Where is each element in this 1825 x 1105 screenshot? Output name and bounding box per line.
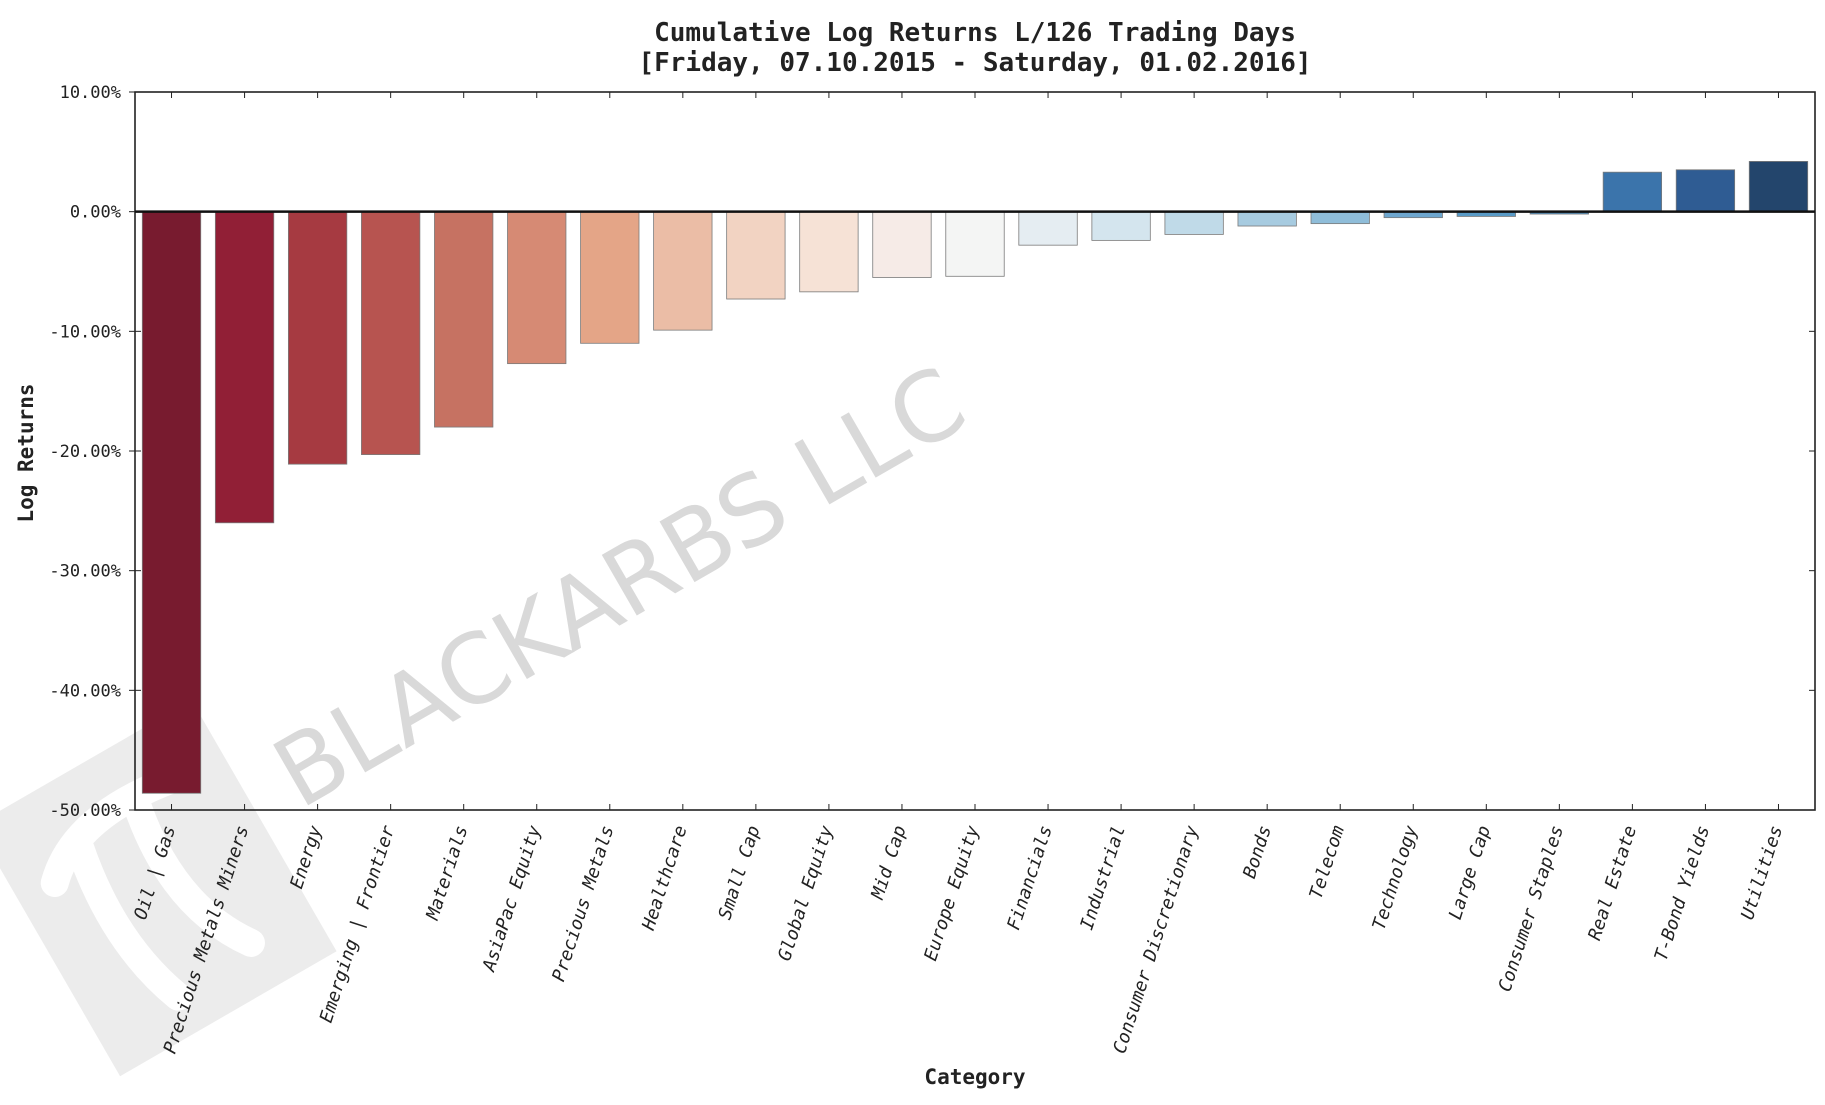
bar [361,211,421,455]
bar [214,211,275,524]
bar [580,211,640,344]
x-tick-label: Telecom [1306,823,1349,902]
bar [872,211,932,278]
x-tick-label: Consumer Staples [1495,823,1569,994]
pi-logo-icon [0,700,337,1077]
y-tick-label: -40.00% [49,681,121,701]
x-tick-label: Mid Cap [867,823,911,903]
bar [1748,161,1809,213]
y-tick-label: -50.00% [49,801,121,821]
chart-subtitle: [Friday, 07.10.2015 - Saturday, 01.02.20… [638,48,1311,78]
x-tick-label: AsiaPac Equity [478,823,545,975]
x-tick-label: Large Cap [1445,823,1495,922]
y-tick-label: -20.00% [49,442,121,462]
bar [1675,169,1736,213]
x-tick-label: Energy [286,823,326,891]
x-tick-label: Technology [1369,823,1423,933]
bar [726,211,786,300]
x-tick-label: Consumer Discretionary [1109,823,1203,1056]
bar [1164,211,1224,235]
x-tick-label: Europe Equity [920,823,984,964]
x-tick-label: Materials [422,823,472,923]
x-tick-label: Small Cap [715,823,765,922]
x-tick-label: T-Bond Yields [1651,823,1715,963]
x-tick-label: Real Estate [1584,823,1641,943]
plot-frame [134,91,1816,811]
bar [1237,211,1297,227]
x-tick-label: Emerging | Frontier [316,823,400,1025]
bar [1091,211,1151,241]
chart-title: Cumulative Log Returns L/126 Trading Day… [654,18,1296,48]
y-axis-label: Log Returns [14,383,38,522]
y-tick-label: -10.00% [49,322,121,342]
bar [507,211,567,365]
bars-group [141,161,1809,794]
bar [141,211,202,794]
bar [945,211,1005,277]
x-tick-label: Industrial [1076,823,1129,933]
bar [799,211,859,293]
y-tick-label: -30.00% [49,562,121,582]
y-tick-label: 10.00% [60,83,121,103]
x-tick-label: Precious Metals [548,823,618,984]
y-axis: 10.00% 0.00% -10.00% -20.00% -30.00% -40.00% -… [49,83,1815,821]
x-tick-label: Financials [1003,823,1056,933]
x-tick-label: Bonds [1239,823,1276,881]
x-axis-label: Category [924,1065,1026,1089]
y-tick-label: 0.00% [70,203,121,223]
bar [434,211,494,428]
x-tick-label: Healthcare [638,823,692,934]
bar [1018,211,1078,246]
bar [653,211,713,331]
x-tick-label: Utilities [1737,823,1787,922]
bar [1602,171,1663,213]
bar [287,211,348,465]
bar [1310,211,1370,225]
x-tick-label: Global Equity [774,823,838,964]
